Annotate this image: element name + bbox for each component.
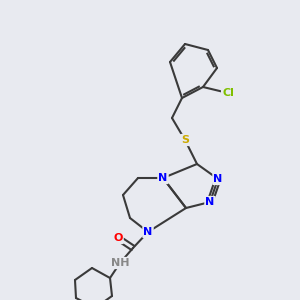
Text: N: N [143, 227, 153, 237]
Text: Cl: Cl [222, 88, 234, 98]
Text: N: N [213, 174, 223, 184]
Text: N: N [206, 197, 214, 207]
Text: S: S [181, 135, 189, 145]
Text: O: O [113, 233, 123, 243]
Text: NH: NH [111, 258, 129, 268]
Text: N: N [158, 173, 168, 183]
